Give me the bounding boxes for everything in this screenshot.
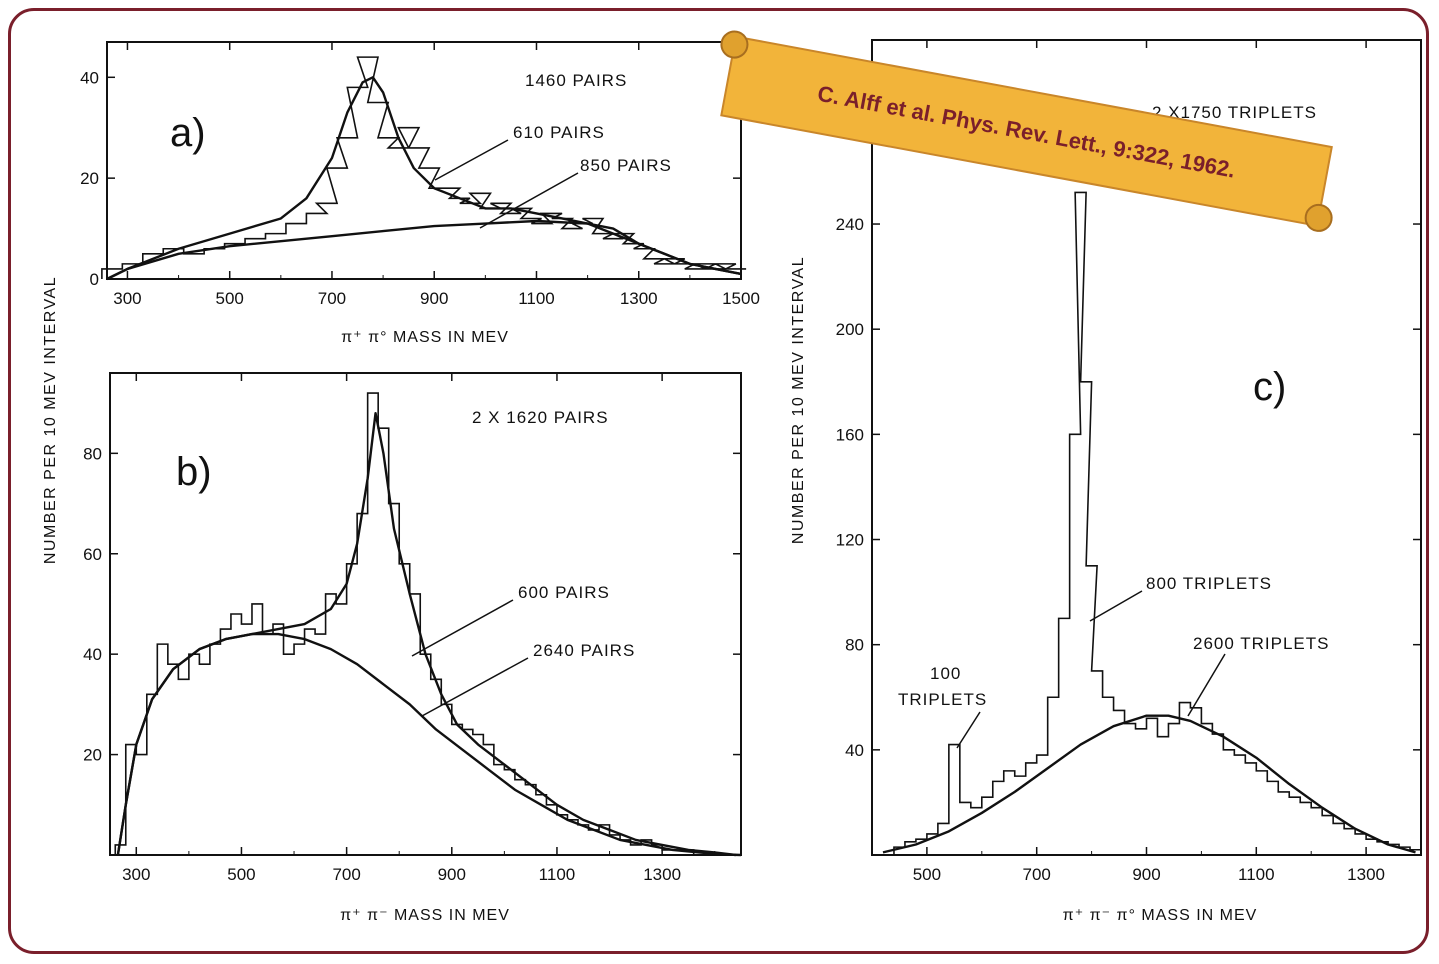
panel-label-b: b) [176,450,212,494]
chart-panel-b: 300 500 700 900 1100 1300 20 40 60 80 b) 2 X 1620… [83,372,742,924]
annotation-100: 100 [930,664,961,683]
histogram-series-b [114,392,715,856]
y-tick-label: 40 [80,68,99,87]
arrow-600-pairs [411,599,514,657]
x-axis-label-a: π⁺ π° MASS IN MEV [341,329,509,346]
x-tick-label: 700 [1023,865,1051,884]
x-tick-label: 900 [1132,865,1160,884]
chart-panel-c: 500 700 900 1100 1300 40 80 120 160 200 240 c) 2 X… [790,39,1422,924]
fit-curve-b-2 [116,632,742,857]
plot-frame-b [109,372,742,856]
y-axis-label-left: NUMBER PER 10 MEV INTERVAL [42,276,59,564]
annotation-2640-pairs: 2640 PAIRS [533,641,635,660]
x-tick-label: 900 [438,865,466,884]
citation-banner: C. Alff et al. Phys. Rev. Lett., 9:322, … [720,30,1333,232]
x-axis-label-b: π⁺ π⁻ MASS IN MEV [340,907,510,924]
arrow-2640-pairs [421,657,529,717]
x-tick-label: 700 [318,289,346,308]
chart-panel-a: 300 500 700 900 1100 1300 1500 0 20 40 a) 1460 PA… [80,41,760,346]
x-tick-label: 1100 [518,289,555,308]
y-tick-label: 80 [83,444,102,463]
plot-frame-a [106,41,742,280]
y-tick-label: 60 [83,545,102,564]
arrow-2600-triplets [1187,653,1226,717]
x-tick-label: 1300 [643,865,681,884]
annotation-triplets: TRIPLETS [898,690,987,709]
annotation-600-pairs: 600 PAIRS [518,583,610,602]
y-tick-label: 200 [836,320,864,339]
annotation-610-pairs: 610 PAIRS [513,123,605,142]
x-tick-label: 300 [113,289,141,308]
panel-label-a: a) [170,111,206,155]
x-tick-label: 1300 [1347,865,1385,884]
arrow-850-pairs [479,172,579,229]
x-tick-label: 1300 [620,289,658,308]
y-tick-label: 240 [836,215,864,234]
y-tick-label: 40 [845,741,864,760]
annotation-2x1750-triplets: 2 X1750 TRIPLETS [1152,103,1317,122]
outer-frame [8,8,1429,954]
annotation-800-triplets: 800 TRIPLETS [1146,574,1272,593]
histogram-series-a [101,56,747,279]
x-tick-label: 1100 [539,865,576,884]
x-tick-label: 1500 [722,289,760,308]
y-axis-label-c: NUMBER PER 10 MEV INTERVAL [790,256,807,544]
x-tick-label: 500 [227,865,255,884]
y-tick-label: 80 [845,636,864,655]
arrow-610-pairs [434,139,509,181]
x-tick-label: 900 [420,289,448,308]
banner-roll-left [720,30,749,59]
annotation-1460-pairs: 1460 PAIRS [525,71,627,90]
x-axis-label-c: π⁺ π⁻ π° MASS IN MEV [1063,907,1258,924]
y-tick-label: 120 [836,531,864,550]
panel-label-c: c) [1253,365,1286,409]
fit-curve-c-1 [882,714,1416,854]
arrow-800-triplets [1089,590,1143,622]
y-tick-label: 20 [83,746,102,765]
y-tick-label: 0 [90,270,99,289]
y-tick-label: 160 [836,425,864,444]
y-tick-label: 40 [83,645,102,664]
fit-curve-a-2 [106,219,742,281]
annotation-2x1620-pairs: 2 X 1620 PAIRS [472,408,609,427]
annotation-850-pairs: 850 PAIRS [580,156,672,175]
arrow-100-triplets [956,711,981,749]
annotation-2600-triplets: 2600 TRIPLETS [1193,634,1329,653]
banner-roll-right [1304,203,1333,232]
y-tick-label: 20 [80,169,99,188]
x-tick-label: 700 [332,865,360,884]
histogram-series-c [893,191,1421,855]
x-tick-label: 500 [216,289,244,308]
x-tick-label: 1100 [1238,865,1275,884]
x-tick-label: 300 [122,865,150,884]
x-tick-label: 500 [913,865,941,884]
